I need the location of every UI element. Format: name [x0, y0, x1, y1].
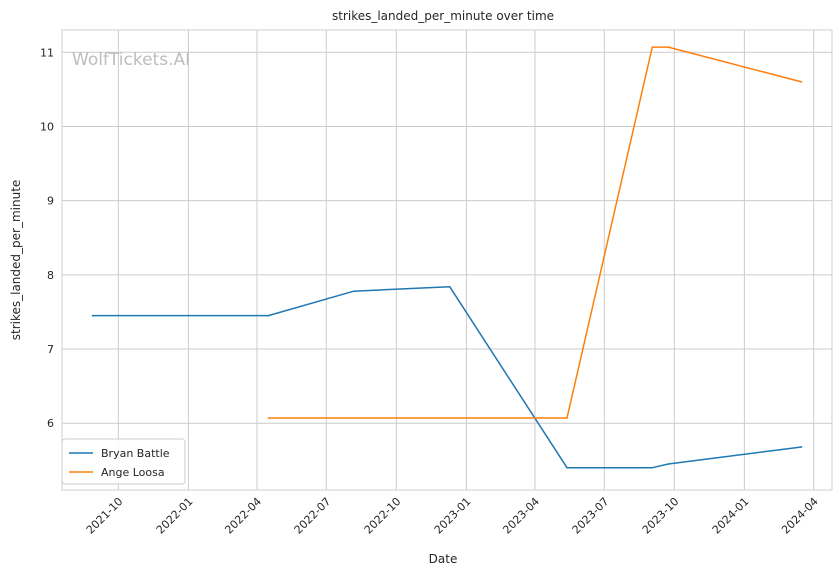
series-line-bryan-battle [92, 285, 802, 469]
data-point-ange-loosa [267, 417, 270, 419]
data-point-bryan-battle [667, 463, 670, 465]
data-point-bryan-battle [800, 446, 803, 448]
watermark-text: WolfTickets.AI [72, 50, 190, 70]
data-point-ange-loosa [651, 46, 654, 48]
data-point-bryan-battle [448, 285, 451, 288]
y-tick-label: 7 [47, 343, 54, 356]
data-point-bryan-battle [91, 314, 94, 317]
x-tick-label: 2022-01 [154, 495, 196, 537]
data-point-ange-loosa [667, 46, 670, 48]
legend-label-ange-loosa: Ange Loosa [101, 466, 165, 479]
x-tick-label: 2023-10 [640, 495, 682, 537]
legend: Bryan Battle Ange Loosa [61, 438, 186, 485]
x-tick-label: 2022-10 [362, 495, 404, 537]
y-tick-label: 10 [40, 120, 54, 133]
y-axis-label: strikes_landed_per_minute [9, 180, 23, 341]
x-tick-label: 2023-04 [500, 495, 542, 537]
plot-area-frame [61, 29, 833, 491]
series-lines [91, 46, 803, 469]
y-tick-label: 9 [47, 195, 54, 208]
x-tick-label: 2021-10 [84, 495, 126, 537]
x-tick-label: 2023-07 [570, 495, 612, 537]
y-tick-label: 11 [40, 46, 54, 59]
data-point-ange-loosa [566, 417, 568, 419]
y-tick-label: 6 [47, 417, 54, 430]
legend-label-bryan-battle: Bryan Battle [101, 447, 170, 460]
data-point-bryan-battle [651, 466, 654, 469]
x-tick-label: 2024-04 [779, 495, 821, 537]
x-tick-label: 2023-01 [432, 495, 474, 537]
data-point-ange-loosa [800, 81, 803, 83]
chart-title: strikes_landed_per_minute over time [332, 9, 554, 23]
data-point-bryan-battle [267, 314, 270, 317]
grid [62, 30, 832, 490]
x-tick-label: 2024-01 [710, 495, 752, 537]
x-axis-label: Date [429, 552, 458, 566]
x-tick-label: 2022-07 [292, 495, 334, 537]
data-point-bryan-battle [566, 466, 568, 469]
data-point-bryan-battle [352, 290, 355, 292]
x-tick-label: 2022-04 [222, 495, 264, 537]
y-tick-label: 8 [47, 269, 54, 282]
